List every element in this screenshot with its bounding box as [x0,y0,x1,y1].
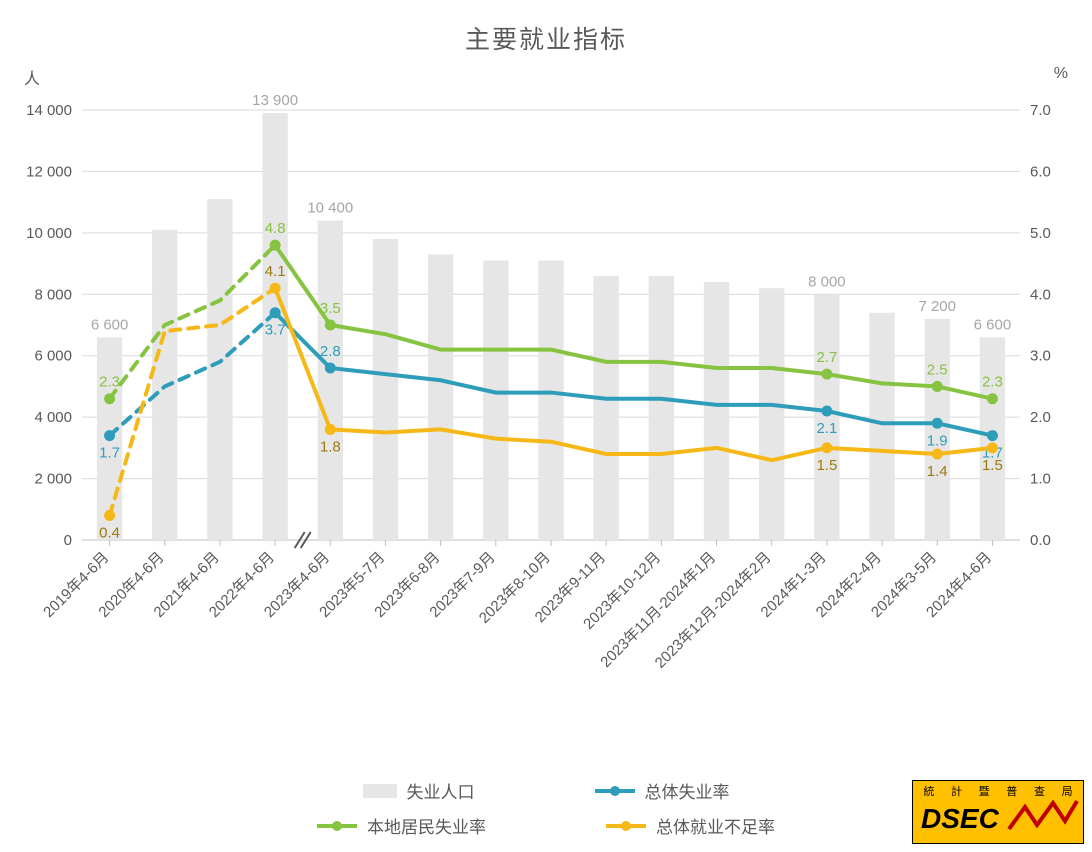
svg-text:2.5: 2.5 [927,361,948,378]
legend-swatch-line [606,824,646,828]
svg-text:4 000: 4 000 [34,409,72,426]
svg-text:7.0: 7.0 [1030,102,1051,119]
svg-text:2 000: 2 000 [34,471,72,488]
legend-label: 总体就业不足率 [656,813,775,838]
legend-item: 本地居民失业率 [317,813,486,838]
svg-text:1.7: 1.7 [99,445,120,462]
chart-container: 主要就业指标 人 % 0 2 000 4 000 6 000 8 000 10 000 12… [0,0,1092,852]
svg-text:1.0: 1.0 [1030,471,1051,488]
svg-text:1.8: 1.8 [320,438,341,455]
legend-swatch-line [595,789,635,793]
svg-text:2.3: 2.3 [982,374,1003,391]
svg-text:4.8: 4.8 [265,220,286,237]
svg-text:0: 0 [64,532,72,549]
legend-label: 本地居民失业率 [367,813,486,838]
legend-item: 总体就业不足率 [606,813,775,838]
svg-text:2.7: 2.7 [816,349,837,366]
svg-text:1.5: 1.5 [982,457,1003,474]
svg-text:6 600: 6 600 [91,316,129,333]
svg-text:10 000: 10 000 [26,225,72,242]
svg-text:8 000: 8 000 [808,273,846,290]
svg-text:6 000: 6 000 [34,348,72,365]
dsec-logo-top: 統 計 暨普 查 局 [913,781,1083,799]
svg-text:14 000: 14 000 [26,102,72,119]
chart-svg: 0 2 000 4 000 6 000 8 000 10 000 12 000 14 000 0… [0,0,1092,852]
dsec-logo: 統 計 暨普 查 局 DSEC [912,780,1084,844]
legend-label: 总体失业率 [645,778,730,803]
svg-text:2.8: 2.8 [320,343,341,360]
svg-text:6.0: 6.0 [1030,163,1051,180]
legend-label: 失业人口 [407,778,475,803]
svg-text:6 600: 6 600 [974,316,1012,333]
svg-text:1.5: 1.5 [816,457,837,474]
chart-title: 主要就业指标 [0,20,1092,56]
svg-text:1.9: 1.9 [927,432,948,449]
svg-text:10 400: 10 400 [307,200,353,217]
svg-text:7 200: 7 200 [918,298,956,315]
svg-text:4.0: 4.0 [1030,286,1051,303]
svg-text:3.7: 3.7 [265,322,286,339]
legend-item: 失业人口 [363,778,475,803]
svg-text:2023年12月-2024年2月: 2023年12月-2024年2月 [652,549,775,672]
legend-row: 失业人口 总体失业率 [363,778,730,803]
left-axis-title: 人 [24,65,40,89]
svg-text:2.1: 2.1 [816,420,837,437]
svg-text:0.0: 0.0 [1030,532,1051,549]
svg-text:3.5: 3.5 [320,300,341,317]
dsec-logo-char: 暨 [979,783,990,799]
dsec-logo-text: DSEC [921,803,999,834]
svg-text:4.1: 4.1 [265,263,286,280]
svg-text:3.0: 3.0 [1030,348,1051,365]
dsec-logo-char: 計 [951,783,962,799]
svg-text:12 000: 12 000 [26,163,72,180]
legend-swatch-bar [363,784,397,798]
dsec-logo-char: 普 [1006,783,1017,799]
right-axis-title: % [1054,65,1068,83]
svg-text:1.4: 1.4 [927,463,948,480]
svg-text:8 000: 8 000 [34,286,72,303]
dsec-logo-char: 統 [923,783,934,799]
svg-text:2.0: 2.0 [1030,409,1051,426]
svg-text:0.4: 0.4 [99,524,120,541]
legend-row: 本地居民失业率 总体就业不足率 [317,813,775,838]
svg-text:13 900: 13 900 [252,92,298,109]
svg-text:2.3: 2.3 [99,374,120,391]
dsec-logo-char: 查 [1034,783,1045,799]
dsec-logo-zigzag [1007,799,1079,839]
dsec-logo-main: DSEC [913,805,1083,833]
legend-item: 总体失业率 [595,778,730,803]
svg-text:5.0: 5.0 [1030,225,1051,242]
dsec-logo-char: 局 [1062,783,1073,799]
legend-swatch-line [317,824,357,828]
